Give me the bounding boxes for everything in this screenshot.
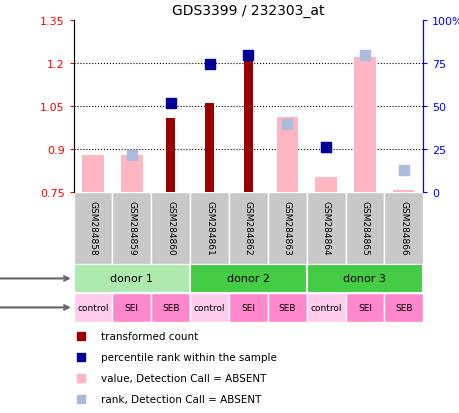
Bar (384, 293, 422, 322)
Point (206, 62, 213, 68)
Bar (166, 119, 174, 192)
Text: control: control (310, 303, 341, 312)
Bar (384, 192, 422, 264)
Text: GSM284863: GSM284863 (282, 201, 291, 255)
Point (244, 53, 252, 59)
Point (322, 145, 329, 151)
Text: SEB: SEB (394, 303, 412, 312)
Bar (229, 293, 267, 322)
Text: GSM284859: GSM284859 (127, 201, 136, 255)
Text: control: control (77, 303, 108, 312)
Text: GSM284866: GSM284866 (398, 201, 408, 255)
Point (78, 395, 85, 402)
Point (78, 375, 85, 381)
Bar (73, 192, 112, 264)
Bar (244, 59, 252, 192)
Bar (315, 178, 336, 192)
Text: GSM284860: GSM284860 (166, 201, 175, 255)
Bar (345, 192, 384, 264)
Text: GSM284865: GSM284865 (360, 201, 369, 255)
Text: GSM284858: GSM284858 (88, 201, 97, 255)
Text: rank, Detection Call = ABSENT: rank, Detection Call = ABSENT (101, 394, 260, 404)
Text: donor 1: donor 1 (110, 274, 153, 284)
Bar (190, 192, 229, 264)
Text: transformed count: transformed count (101, 332, 197, 342)
Bar (73, 264, 190, 293)
Point (360, 53, 368, 59)
Bar (73, 293, 112, 322)
Bar (112, 293, 151, 322)
Bar (229, 192, 267, 264)
Point (399, 167, 407, 174)
Text: GSM284862: GSM284862 (243, 201, 252, 255)
Bar (151, 192, 190, 264)
Bar (306, 264, 422, 293)
Text: percentile rank within the sample: percentile rank within the sample (101, 352, 276, 362)
Title: GDS3399 / 232303_at: GDS3399 / 232303_at (172, 4, 324, 18)
Text: SEI: SEI (124, 303, 139, 312)
Bar (345, 293, 384, 322)
Text: individual: individual (0, 274, 68, 284)
Bar (267, 293, 306, 322)
Bar (121, 155, 142, 192)
Text: value, Detection Call = ABSENT: value, Detection Call = ABSENT (101, 373, 265, 383)
Bar (267, 192, 306, 264)
Point (78, 354, 85, 361)
Bar (190, 264, 306, 293)
Text: GSM284861: GSM284861 (205, 201, 213, 255)
Bar (392, 191, 414, 192)
Bar (151, 293, 190, 322)
Point (78, 333, 85, 340)
Text: SEB: SEB (162, 303, 179, 312)
Bar (306, 192, 345, 264)
Text: SEI: SEI (241, 303, 255, 312)
Text: SEB: SEB (278, 303, 295, 312)
Text: SEI: SEI (357, 303, 371, 312)
Bar (190, 293, 229, 322)
Bar (276, 118, 297, 192)
Text: GSM284864: GSM284864 (321, 201, 330, 255)
Bar (353, 58, 375, 192)
Point (167, 100, 174, 107)
Bar (205, 104, 213, 192)
Point (322, 145, 329, 151)
Text: donor 3: donor 3 (343, 274, 386, 284)
Text: donor 2: donor 2 (226, 274, 269, 284)
Point (128, 152, 135, 159)
Bar (112, 192, 151, 264)
Point (283, 121, 290, 128)
Bar (306, 293, 345, 322)
Text: agent: agent (0, 303, 68, 313)
Text: control: control (193, 303, 225, 312)
Bar (82, 156, 103, 192)
